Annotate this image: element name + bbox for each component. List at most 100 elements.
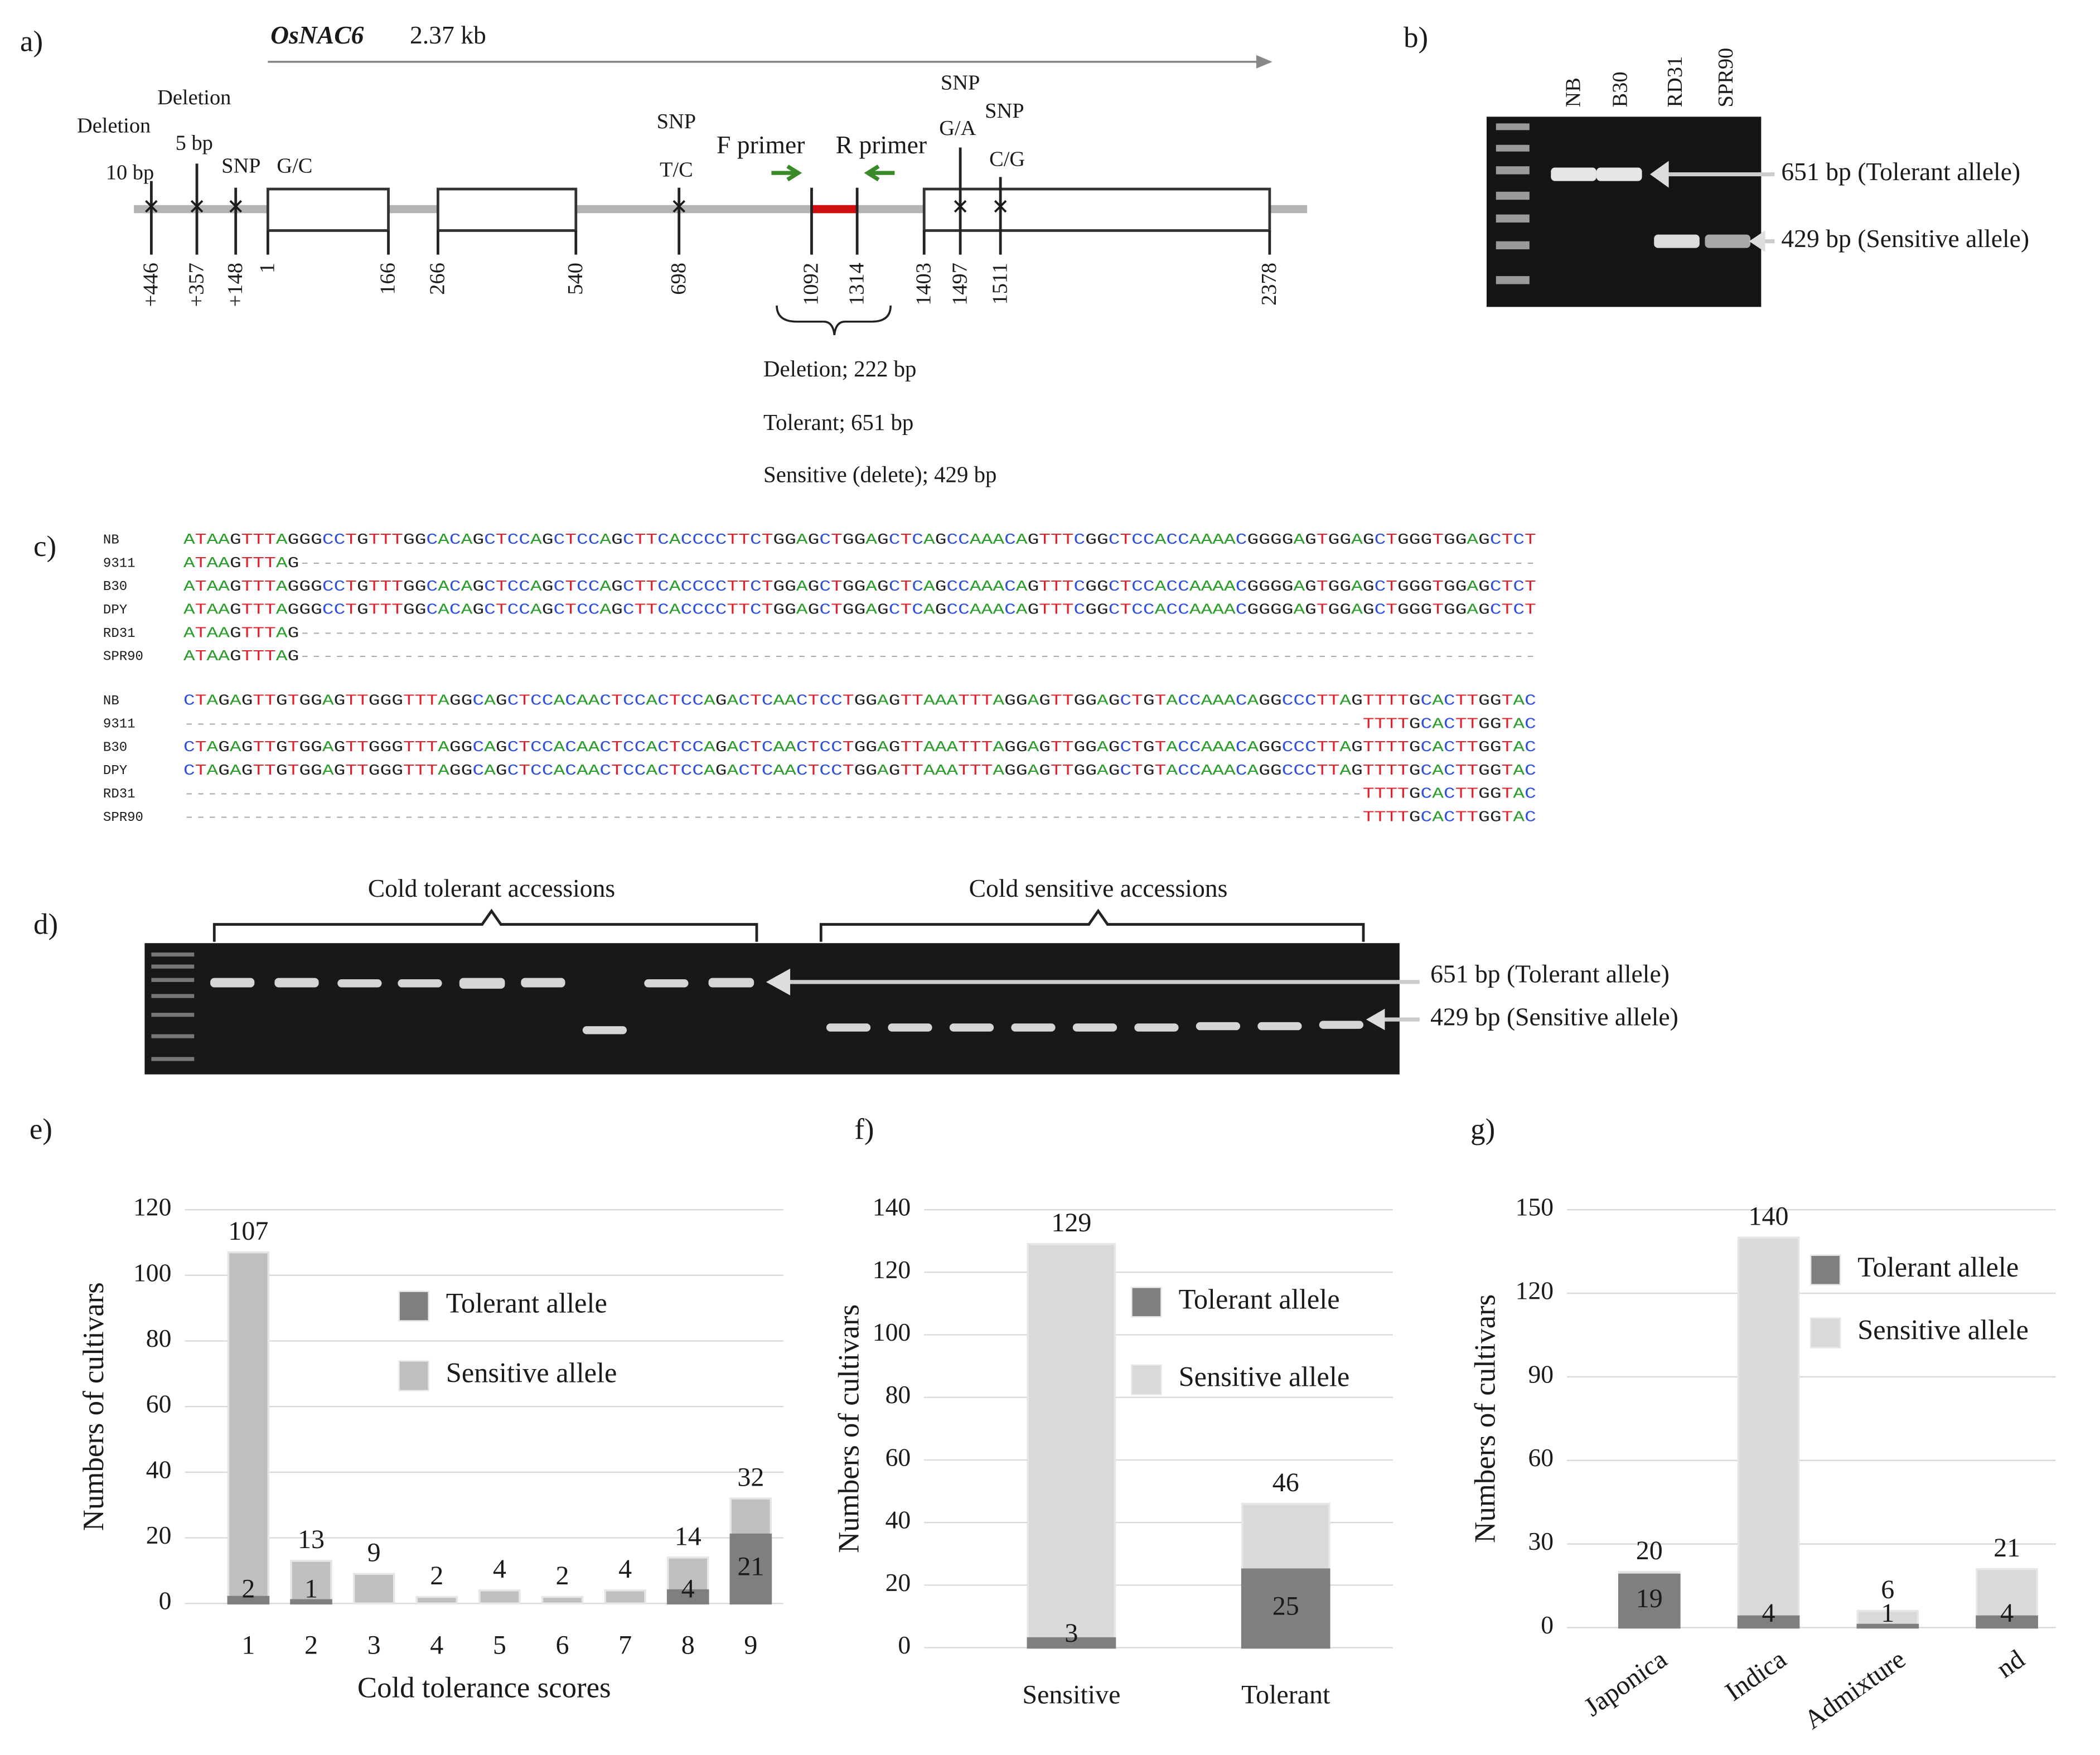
bar <box>352 1573 395 1605</box>
band-label: 651 bp (Tolerant allele) <box>1781 157 2020 186</box>
panel-label: a) <box>20 26 43 58</box>
sequence-name: SPR90 <box>103 810 143 825</box>
position-label: 1403 <box>912 263 935 306</box>
pointer-head <box>766 968 791 995</box>
band-label: 651 bp (Tolerant allele) <box>1430 960 1670 988</box>
bar <box>1737 1236 1800 1629</box>
position-label: 1314 <box>845 263 868 306</box>
x-tick-label: 4 <box>430 1631 443 1660</box>
data-label: 4 <box>1762 1598 1775 1628</box>
snp-markers: ✕ ✕ ✕ ✕ ✕ ✕ <box>142 196 1009 219</box>
band-label: 429 bp (Sensitive allele) <box>1781 224 2029 253</box>
data-label: 19 <box>1636 1584 1663 1613</box>
group-label: Cold sensitive accessions <box>969 874 1228 902</box>
alignment: NB A T A A G T T T A G G G C C T G T T T G G C A C A G C T C C A G C T C C A G… <box>103 531 1536 825</box>
bar <box>415 1596 458 1605</box>
gel-d: Cold tolerant accessions Cold sensitive … <box>144 874 1678 1075</box>
legend-label: Sensitive allele <box>446 1357 617 1389</box>
feature-label: R primer <box>836 130 927 159</box>
data-label: 46 <box>1272 1468 1299 1497</box>
sequence-name: NB <box>103 694 119 709</box>
gel-b: 651 bp (Tolerant allele) 429 bp (Sensiti… <box>1486 48 2029 307</box>
gene-size: 2.37 kb <box>410 21 486 49</box>
band <box>1551 167 1596 181</box>
sequence: ----------------------------------------… <box>183 715 1536 732</box>
band-label: 429 bp (Sensitive allele) <box>1430 1003 1678 1031</box>
feature-label: T/C <box>660 158 693 182</box>
bar <box>290 1599 332 1605</box>
bar <box>1027 1637 1116 1649</box>
bar <box>1241 1568 1330 1649</box>
data-label: 13 <box>298 1525 325 1554</box>
y-tick-label: 80 <box>886 1380 911 1409</box>
x-tick-label: Tolerant <box>1241 1680 1330 1709</box>
feature-label: SNP <box>657 110 696 133</box>
f-primer-arrow <box>771 165 802 182</box>
y-tick-label: 20 <box>146 1521 172 1549</box>
lane-label: SPR90 <box>1714 48 1738 108</box>
lane-label: B30 <box>1608 71 1632 107</box>
x-tick-label: 7 <box>618 1631 632 1660</box>
y-tick-label: 60 <box>886 1443 911 1471</box>
feature-label: G/C <box>277 154 312 177</box>
feature-label: SNP <box>985 99 1024 123</box>
sequence-name: B30 <box>103 579 127 594</box>
data-label: 9 <box>367 1538 381 1568</box>
data-label: 1 <box>1881 1598 1894 1628</box>
marker: ✕ <box>227 196 245 219</box>
sequence-name: DPY <box>103 763 127 779</box>
x-tick-label: Sensitive <box>1022 1680 1120 1709</box>
marker: ✕ <box>991 196 1009 219</box>
legend-swatch <box>398 1290 429 1322</box>
sequence: ----------------------------------------… <box>183 786 1536 802</box>
bar <box>1856 1623 1919 1629</box>
bands <box>210 978 1364 1034</box>
position-label: 1 <box>256 263 279 273</box>
legend-swatch <box>1810 1254 1841 1285</box>
sequence-name: RD31 <box>103 787 136 802</box>
data-label: 107 <box>228 1216 268 1246</box>
x-tick-label: 3 <box>367 1631 381 1660</box>
sequence-name: SPR90 <box>103 650 143 665</box>
sequence-name: B30 <box>103 740 127 755</box>
legend-swatch <box>1131 1287 1162 1318</box>
x-tick-label: Japonica <box>1579 1644 1672 1722</box>
data-label: 3 <box>1064 1618 1078 1648</box>
pointer-head <box>1366 1008 1385 1031</box>
data-label: 21 <box>1993 1533 2020 1563</box>
legend-swatch <box>398 1360 429 1391</box>
position-label: 540 <box>564 263 587 295</box>
position-label: 1511 <box>988 263 1012 304</box>
bar <box>604 1589 646 1605</box>
sequence-name: 9311 <box>103 556 136 571</box>
data-label: 4 <box>493 1554 506 1584</box>
bar <box>1618 1573 1681 1629</box>
panel-label: f) <box>854 1113 874 1145</box>
y-axis-title: Numbers of cultivars <box>78 1282 110 1531</box>
bar <box>729 1533 772 1605</box>
bar <box>478 1589 521 1605</box>
feature-label: G/A <box>939 117 976 140</box>
x-tick-label: Indica <box>1720 1644 1792 1706</box>
feature-label: 5 bp <box>176 132 213 155</box>
position-label: 1497 <box>948 263 971 306</box>
data-label: 4 <box>2000 1598 2014 1628</box>
bar <box>1027 1243 1116 1649</box>
feature-label: C/G <box>989 147 1025 171</box>
bar <box>227 1596 270 1605</box>
bracket <box>819 908 1365 942</box>
data-label: 1 <box>304 1574 318 1604</box>
note: Tolerant; 651 bp <box>763 410 913 435</box>
bar <box>227 1251 270 1605</box>
y-tick-label: 150 <box>1516 1193 1554 1221</box>
note: Deletion; 222 bp <box>763 356 916 381</box>
data-label: 4 <box>618 1554 632 1584</box>
legend-label: Sensitive allele <box>1857 1314 2029 1346</box>
x-tick-label: nd <box>1991 1644 2030 1684</box>
